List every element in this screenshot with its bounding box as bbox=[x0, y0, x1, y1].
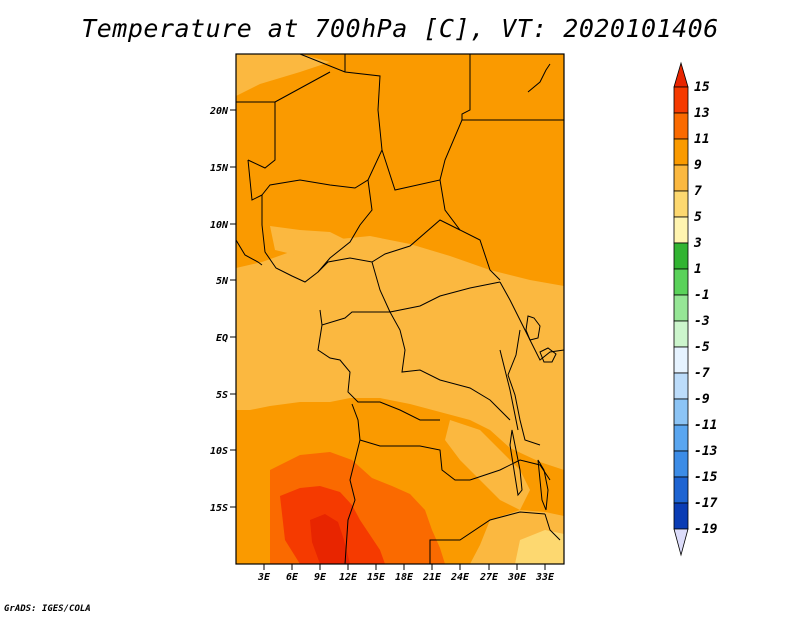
field-5-7-southeast bbox=[515, 530, 564, 564]
colorbar-box bbox=[673, 320, 689, 348]
lon-label: 33E bbox=[535, 572, 555, 583]
field-7-9-central bbox=[236, 236, 564, 470]
colorbar-label: 1 bbox=[694, 262, 702, 277]
colorbar-box bbox=[673, 112, 689, 140]
colorbar-box bbox=[673, 190, 689, 218]
page-title: Temperature at 700hPa [C], VT: 202010140… bbox=[81, 14, 719, 43]
field-gt15-core bbox=[310, 514, 350, 564]
lat-label: 10S bbox=[210, 446, 228, 457]
colorbar-box bbox=[673, 398, 689, 426]
colorbar-label: -7 bbox=[694, 366, 710, 381]
temperature-field bbox=[236, 54, 564, 564]
lat-label: EQ bbox=[216, 333, 228, 344]
lon-label: 6E bbox=[286, 572, 299, 583]
colorbar-box bbox=[673, 268, 689, 296]
colorbar-label: -3 bbox=[694, 314, 710, 329]
colorbar-label: -17 bbox=[694, 496, 718, 511]
colorbar-box bbox=[673, 476, 689, 504]
lon-label: 30E bbox=[507, 572, 527, 583]
colorbar-box bbox=[673, 216, 689, 244]
colorbar-label: -15 bbox=[694, 470, 718, 485]
colorbar-bottom-arrow bbox=[673, 528, 689, 557]
credit-text: GrADS: IGES/COLA bbox=[4, 604, 91, 614]
colorbar-label: 15 bbox=[694, 80, 710, 95]
colorbar-box bbox=[673, 86, 689, 114]
colorbar-label: 3 bbox=[693, 236, 702, 251]
colorbar-label: 7 bbox=[694, 184, 702, 199]
colorbar-box bbox=[673, 450, 689, 478]
colorbar bbox=[673, 61, 689, 557]
colorbar-labels: 15 13 11 9 7 5 3 1 -1 -3 -5 -7 -9 -11 -1… bbox=[693, 80, 718, 537]
colorbar-label: -11 bbox=[694, 418, 717, 433]
colorbar-box bbox=[673, 502, 689, 530]
lon-label: 9E bbox=[314, 572, 327, 583]
colorbar-label: 9 bbox=[694, 158, 702, 173]
lon-axis: 3E 6E 9E 12E 15E 18E 21E 24E 27E 30E 33E bbox=[257, 564, 555, 583]
map-frame bbox=[235, 53, 565, 565]
lon-label: 27E bbox=[479, 572, 499, 583]
colorbar-box bbox=[673, 424, 689, 452]
country-boundaries bbox=[236, 54, 564, 564]
lat-label: 15S bbox=[210, 503, 228, 514]
lon-label: 18E bbox=[395, 572, 414, 583]
lon-label: 21E bbox=[422, 572, 442, 583]
lat-label: 5N bbox=[216, 276, 229, 287]
lat-axis: 20N 15N 10N 5N EQ 5S 10S 15S bbox=[209, 106, 236, 514]
lat-label: 20N bbox=[209, 106, 229, 117]
colorbar-box bbox=[673, 372, 689, 400]
colorbar-label: -1 bbox=[694, 288, 710, 303]
field-7-9-east bbox=[445, 420, 530, 510]
lat-label: 5S bbox=[216, 390, 228, 401]
colorbar-label: -13 bbox=[694, 444, 718, 459]
lat-label: 10N bbox=[210, 220, 229, 231]
colorbar-box bbox=[673, 138, 689, 166]
lon-label: 15E bbox=[367, 572, 386, 583]
colorbar-label: -5 bbox=[694, 340, 710, 355]
colorbar-label: -19 bbox=[694, 522, 718, 537]
colorbar-label: 11 bbox=[694, 132, 710, 147]
field-7-9-northwest bbox=[236, 54, 330, 96]
field-7-9-west-coast bbox=[270, 226, 350, 256]
colorbar-label: 5 bbox=[694, 210, 702, 225]
colorbar-top-arrow bbox=[673, 61, 689, 88]
lon-label: 24E bbox=[450, 572, 470, 583]
lat-label: 15N bbox=[210, 163, 229, 174]
colorbar-box bbox=[673, 294, 689, 322]
lon-label: 3E bbox=[257, 572, 271, 583]
colorbar-box bbox=[673, 164, 689, 192]
colorbar-label: 13 bbox=[694, 106, 710, 121]
colorbar-box bbox=[673, 346, 689, 374]
colorbar-label: -9 bbox=[694, 392, 710, 407]
colorbar-box bbox=[673, 242, 689, 270]
lon-label: 12E bbox=[339, 572, 358, 583]
